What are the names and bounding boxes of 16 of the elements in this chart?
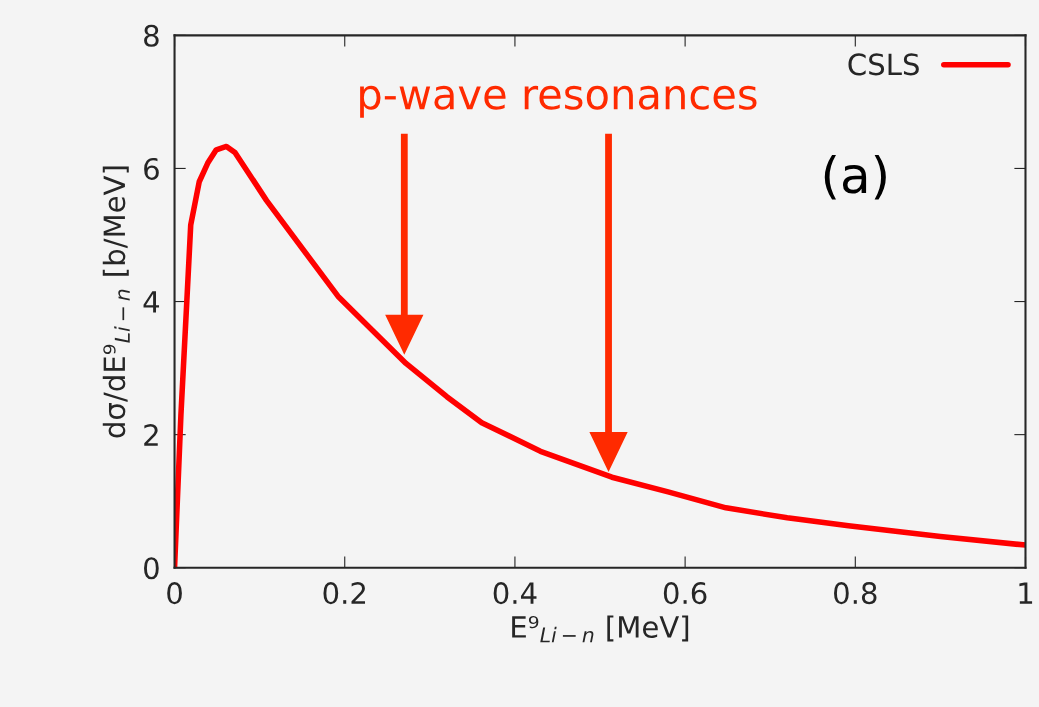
x-tick-label: 1 (1019, 582, 1033, 604)
legend-label: CSLS (848, 53, 919, 76)
y-tick-label: 8 (144, 24, 159, 47)
x-tick-label: 0.6 (663, 582, 707, 605)
y-tick-label: 4 (143, 291, 160, 313)
x-axis-title: E⁹$_{Li−n}$ [MeV] (512, 615, 689, 643)
annotation: (a) (824, 154, 886, 200)
x-tick-label: 0.8 (834, 582, 877, 605)
y-tick-label: 2 (144, 424, 158, 446)
x-tick-label: 0.4 (493, 582, 537, 605)
y-tick-label: 0 (144, 557, 159, 580)
x-tick-label: 0.2 (323, 582, 366, 605)
x-tick-label: 0 (167, 582, 182, 605)
annotation: p-wave resonances (360, 85, 757, 118)
y-axis-title: dσ/dE⁹$_{Li−n}$ [b/MeV] (102, 166, 130, 438)
y-tick-label: 6 (144, 157, 159, 180)
